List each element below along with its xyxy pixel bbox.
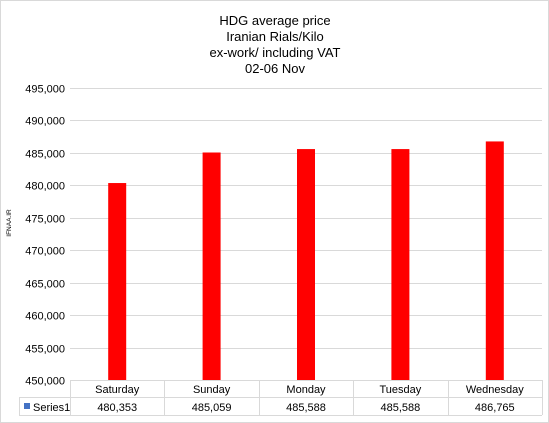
bar-sunday — [202, 152, 221, 380]
data-table: Saturday 480,353 Sunday 485,059 Monday 485,58… — [19, 380, 543, 416]
bar-saturday — [108, 183, 127, 380]
y-tick-label: 475,000 — [25, 214, 65, 226]
data-label: 486,765 — [475, 402, 515, 414]
title-line-4: 02-06 Nov — [245, 61, 305, 76]
y-tick-label: 480,000 — [25, 181, 65, 193]
legend-swatch — [24, 403, 30, 409]
category-label: Saturday — [95, 384, 140, 396]
data-label: 485,059 — [192, 402, 232, 414]
data-label: 485,588 — [381, 402, 421, 414]
title-line-2: Iranian Rials/Kilo — [226, 29, 324, 44]
title-line-1: HDG average price — [219, 13, 330, 28]
data-label: 485,588 — [286, 402, 326, 414]
y-tick-label: 485,000 — [25, 149, 65, 161]
y-tick-label: 490,000 — [25, 116, 65, 128]
bar-tuesday — [391, 149, 410, 380]
category-label: Monday — [286, 384, 326, 396]
y-tick-label: 465,000 — [25, 279, 65, 291]
category-label: Sunday — [193, 384, 231, 396]
bar-monday — [297, 149, 315, 380]
y-tick-label: 495,000 — [25, 84, 65, 96]
category-label: Tuesday — [380, 384, 422, 396]
chart-title: HDG average price Iranian Rials/Kilo ex-… — [209, 13, 340, 76]
y-axis-tick-labels: 450,000 455,000 460,000 465,000 470,000 475,0… — [25, 84, 65, 388]
y-tick-label: 450,000 — [25, 376, 65, 388]
y-tick-label: 460,000 — [25, 311, 65, 323]
bar-wednesday — [485, 141, 504, 380]
y-tick-label: 470,000 — [25, 246, 65, 258]
bars — [108, 141, 504, 380]
data-label: 480,353 — [97, 402, 137, 414]
title-line-3: ex-work/ including VAT — [209, 45, 340, 60]
category-label: Wednesday — [466, 384, 524, 396]
legend-series-name: Series1 — [33, 402, 70, 414]
y-tick-label: 455,000 — [25, 344, 65, 356]
watermark-label: IFNAA.IR — [6, 209, 13, 237]
